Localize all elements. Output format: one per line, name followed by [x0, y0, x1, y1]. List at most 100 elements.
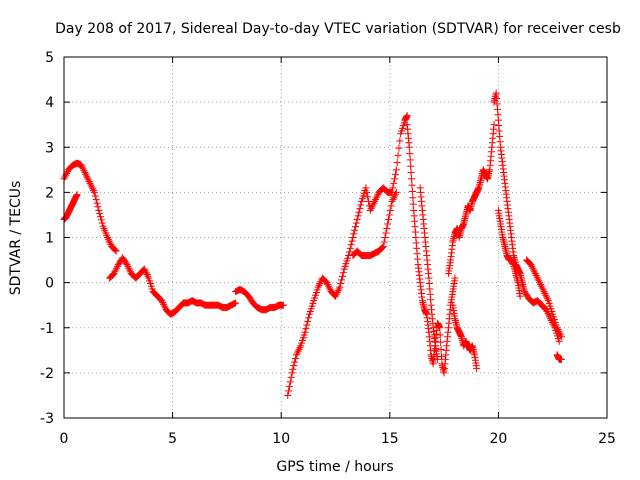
data-point	[108, 271, 116, 279]
data-point	[530, 268, 538, 276]
data-point	[142, 269, 150, 277]
data-point	[405, 143, 413, 151]
data-point	[539, 286, 547, 294]
data-point	[294, 347, 302, 355]
data-point	[333, 289, 341, 297]
y-tick-label: 5	[45, 50, 54, 66]
data-point	[143, 271, 151, 279]
data-point	[80, 167, 88, 175]
x-tick-label: 5	[168, 431, 177, 447]
data-point	[490, 121, 498, 129]
data-point	[159, 298, 167, 306]
data-point	[339, 269, 347, 277]
y-tick-label: 4	[45, 95, 54, 111]
data-point	[395, 144, 403, 152]
data-point	[292, 351, 300, 359]
data-point	[92, 196, 100, 204]
x-tick-label: 0	[60, 431, 69, 447]
data-point	[110, 245, 118, 253]
data-point	[90, 187, 98, 195]
data-point	[125, 264, 133, 272]
data-point	[381, 234, 389, 241]
data-point	[557, 355, 565, 363]
data-point	[296, 344, 304, 352]
data-point	[530, 266, 538, 274]
data-point	[542, 306, 550, 314]
data-point	[378, 244, 386, 252]
data-point	[391, 190, 399, 198]
data-point	[286, 378, 294, 386]
data-point	[406, 156, 414, 164]
data-point	[434, 355, 442, 363]
data-point	[334, 287, 342, 295]
data-point	[156, 295, 164, 303]
data-point	[436, 324, 444, 332]
data-point	[389, 184, 397, 192]
data-point	[97, 216, 105, 224]
grid	[64, 57, 607, 418]
data-point	[389, 196, 397, 204]
data-point	[557, 333, 565, 341]
tick-labels: 0 5 10 15 20 25 -3 -2 -1 0 1 2 3 4 5	[40, 50, 616, 447]
data-point	[436, 331, 444, 339]
data-point	[305, 314, 313, 322]
data-point	[553, 324, 561, 332]
data-point	[403, 112, 411, 120]
data-point	[533, 273, 541, 281]
data-point	[557, 331, 565, 339]
data-point	[541, 289, 549, 297]
data-point	[556, 329, 564, 337]
data-point	[356, 205, 364, 213]
data-point	[78, 163, 86, 171]
data-point	[315, 281, 323, 289]
data-point	[95, 206, 103, 214]
data-point	[285, 387, 293, 395]
data-point	[91, 192, 99, 200]
plot-frame	[63, 56, 608, 419]
data-point	[547, 315, 555, 323]
data-point	[372, 194, 380, 202]
data-point	[355, 208, 363, 216]
data-point	[408, 181, 416, 189]
data-point	[529, 264, 537, 272]
data-point	[110, 270, 118, 278]
axis-ticks	[63, 56, 608, 419]
data-point	[325, 284, 333, 292]
data-point	[323, 279, 331, 287]
data-point	[392, 166, 400, 174]
data-point	[88, 183, 96, 191]
data-point	[112, 247, 120, 255]
data-point	[111, 246, 119, 254]
data-point	[437, 345, 445, 353]
data-point	[386, 206, 394, 214]
data-point	[516, 292, 524, 300]
data-point	[525, 259, 533, 267]
data-point	[73, 191, 81, 199]
data-point	[112, 266, 120, 274]
data-point	[348, 237, 356, 245]
data-point	[79, 165, 87, 173]
y-tick-label: 0	[45, 276, 54, 292]
data-point	[387, 202, 395, 210]
data-point	[371, 197, 379, 205]
data-point	[293, 349, 301, 357]
data-point	[337, 280, 345, 288]
data-point	[103, 234, 111, 241]
data-point	[407, 169, 415, 177]
data-point	[285, 382, 293, 390]
data-point	[321, 277, 329, 285]
data-point	[85, 178, 93, 186]
data-point	[96, 210, 104, 218]
data-point	[534, 275, 542, 283]
data-point	[349, 234, 357, 241]
data-point	[141, 267, 149, 275]
data-point	[84, 176, 92, 184]
data-point	[93, 199, 101, 207]
y-axis-label: SDTVAR / TECUs	[8, 181, 24, 296]
data-point	[545, 311, 553, 319]
y-tick-label: -2	[40, 366, 54, 382]
data-point	[365, 197, 373, 205]
data-point	[391, 192, 399, 200]
y-tick-label: 2	[45, 185, 54, 201]
data-point	[304, 317, 312, 325]
